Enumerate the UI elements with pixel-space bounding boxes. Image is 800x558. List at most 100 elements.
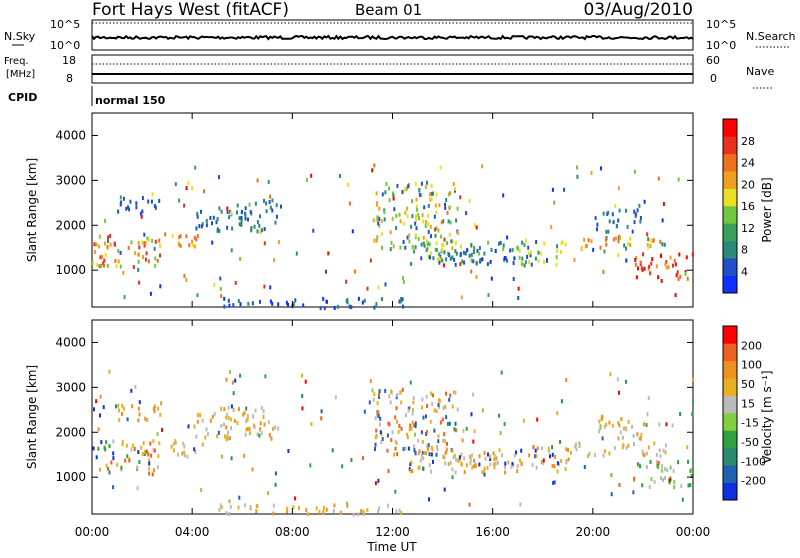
data-cell: [647, 245, 650, 250]
power-panel-frame: [91, 112, 694, 308]
data-cell: [182, 441, 185, 446]
data-cell: [608, 420, 611, 425]
data-cell: [380, 219, 383, 223]
data-cell: [394, 415, 397, 420]
data-cell: [372, 218, 375, 223]
data-cell: [504, 461, 507, 466]
data-cell: [375, 238, 378, 243]
data-cell: [124, 458, 127, 463]
data-cell: [323, 306, 326, 311]
data-cell: [420, 430, 423, 435]
data-cell: [294, 496, 297, 501]
data-cell: [564, 242, 567, 247]
data-cell: [468, 454, 471, 459]
data-cell: [528, 453, 531, 458]
data-cell: [363, 298, 366, 303]
x-tick-label: 12:00: [375, 525, 410, 539]
data-cell: [656, 463, 659, 468]
data-cell: [612, 220, 615, 225]
data-cell: [394, 489, 397, 494]
data-cell: [454, 262, 457, 267]
data-cell: [626, 224, 629, 229]
data-cell: [549, 454, 551, 459]
data-cell: [652, 238, 655, 243]
data-cell: [249, 209, 252, 214]
data-cell: [430, 234, 432, 239]
data-cell: [451, 404, 454, 409]
data-cell: [475, 261, 478, 265]
freq-traces: [92, 63, 693, 75]
data-cell: [613, 445, 616, 450]
data-cell: [378, 216, 381, 221]
data-cell: [159, 244, 161, 249]
data-cell: [383, 210, 386, 215]
data-cell: [122, 406, 125, 411]
data-cell: [473, 458, 476, 463]
data-cell: [110, 460, 113, 465]
data-cell: [407, 408, 410, 413]
data-cell: [123, 295, 126, 300]
data-cell: [263, 198, 265, 203]
data-cell: [643, 453, 646, 458]
data-cell: [99, 413, 101, 418]
data-cell: [366, 508, 369, 513]
data-cell: [277, 426, 280, 431]
data-cell: [442, 438, 445, 443]
data-cell: [625, 379, 627, 384]
data-cell: [150, 453, 153, 458]
data-cell: [151, 472, 154, 477]
data-cell: [392, 191, 395, 196]
data-cell: [392, 196, 395, 201]
data-cell: [263, 241, 266, 246]
data-cell: [333, 306, 336, 310]
data-cell: [378, 223, 381, 228]
data-cell: [427, 213, 430, 218]
data-cell: [223, 296, 226, 301]
data-cell: [146, 236, 149, 241]
data-cell: [196, 293, 199, 298]
power-ylabel: Slant Range [km]: [25, 158, 39, 262]
data-cell: [659, 454, 662, 459]
data-cell: [641, 268, 644, 273]
data-cell: [152, 448, 155, 453]
data-cell: [565, 447, 568, 452]
data-cell: [154, 263, 157, 268]
data-cell: [493, 457, 496, 462]
data-cell: [448, 205, 451, 210]
data-cell: [671, 423, 674, 428]
data-cell: [556, 248, 559, 253]
data-cell: [454, 390, 457, 395]
data-cell: [431, 402, 434, 406]
data-cell: [686, 276, 689, 281]
data-cell: [536, 417, 539, 422]
data-cell: [409, 462, 412, 467]
data-cell: [598, 429, 601, 434]
velocity-ylabel: Slant Range [km]: [25, 365, 39, 469]
data-cell: [93, 249, 96, 254]
data-cell: [487, 293, 490, 298]
data-cell: [152, 407, 155, 412]
data-cell: [551, 452, 554, 457]
data-cell: [384, 282, 387, 287]
data-cell: [223, 422, 225, 427]
data-cell: [460, 295, 463, 300]
noise-right-label: N.Search: [746, 30, 796, 43]
data-cell: [645, 464, 648, 469]
data-cell: [410, 460, 413, 465]
data-cell: [396, 452, 399, 457]
data-cell: [402, 221, 405, 226]
data-cell: [191, 186, 193, 191]
data-cell: [410, 224, 413, 229]
data-cell: [130, 240, 133, 245]
data-cell: [432, 191, 434, 196]
data-cell: [415, 226, 418, 231]
data-cell: [583, 237, 586, 242]
data-cell: [507, 460, 510, 465]
data-cell: [237, 505, 240, 510]
data-cell: [655, 452, 658, 457]
data-cell: [391, 430, 394, 435]
data-cell: [121, 403, 124, 408]
data-cell: [400, 511, 403, 516]
data-cell: [481, 164, 483, 169]
data-cell: [691, 411, 694, 416]
